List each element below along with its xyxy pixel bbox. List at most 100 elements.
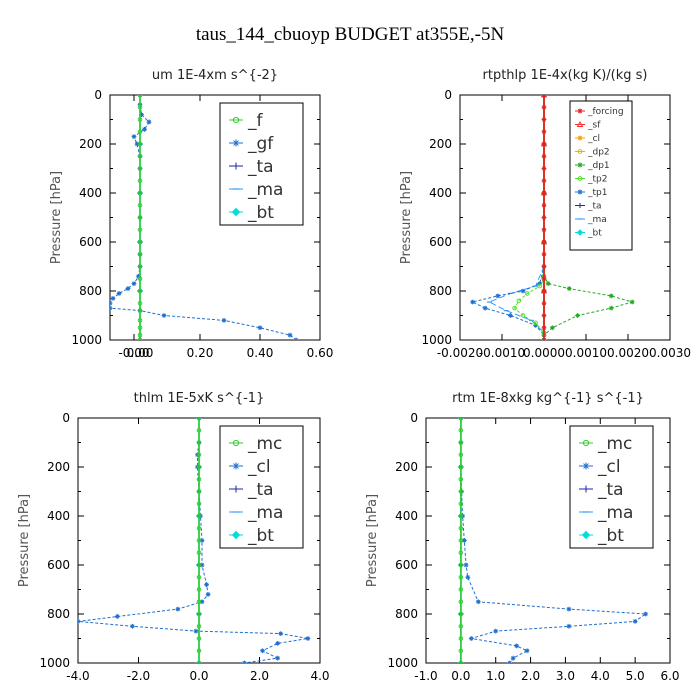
data-point bbox=[541, 227, 547, 233]
y-axis-label: Pressure [hPa] bbox=[365, 494, 380, 587]
legend-marker bbox=[576, 229, 584, 236]
data-point bbox=[196, 550, 202, 556]
data-point bbox=[458, 587, 464, 592]
x-tick-label: -2.0 bbox=[127, 669, 150, 683]
data-point bbox=[495, 293, 501, 299]
legend-label: _dp1 bbox=[587, 161, 610, 171]
data-point bbox=[196, 476, 202, 482]
x-tick-label: 4.0 bbox=[591, 669, 610, 683]
y-tick-label: 1000 bbox=[387, 656, 418, 670]
data-point bbox=[541, 202, 547, 208]
data-point bbox=[116, 291, 122, 296]
data-point bbox=[137, 153, 143, 159]
x-tick-label: 0.0 bbox=[451, 669, 470, 683]
legend-marker bbox=[231, 530, 241, 540]
data-point bbox=[458, 611, 464, 617]
legend-marker bbox=[576, 120, 584, 127]
legend-label: _cl bbox=[597, 457, 621, 477]
y-tick-label: 0 bbox=[94, 88, 102, 102]
legend-marker bbox=[577, 108, 583, 114]
legend-label: _bt bbox=[247, 526, 274, 546]
y-tick-label: 0 bbox=[62, 411, 70, 425]
legend-label: _forcing bbox=[587, 107, 624, 117]
data-point bbox=[458, 599, 464, 605]
data-point bbox=[470, 299, 475, 305]
panels: um 1E-4xm s^{-2} Pressure [hPa] 0 200 400 600… bbox=[17, 68, 691, 683]
legend-label: _tp1 bbox=[587, 188, 607, 198]
legend-marker bbox=[232, 162, 240, 170]
series-group bbox=[470, 95, 635, 340]
y-tick-label: 400 bbox=[79, 186, 102, 200]
data-point bbox=[137, 95, 143, 98]
y-tick-label: 1000 bbox=[71, 333, 102, 347]
data-point bbox=[137, 251, 143, 257]
series-group bbox=[78, 418, 311, 663]
x-tick-label: 2.0 bbox=[521, 669, 540, 683]
data-point bbox=[196, 623, 202, 629]
data-point bbox=[137, 202, 143, 208]
y-tick-label: 400 bbox=[47, 509, 70, 523]
data-point bbox=[137, 300, 143, 306]
data-point bbox=[136, 273, 141, 279]
legend-label: _gf bbox=[247, 134, 274, 154]
data-point bbox=[260, 648, 265, 654]
data-point bbox=[541, 325, 547, 331]
data-point bbox=[137, 178, 143, 184]
series-group bbox=[457, 418, 648, 663]
data-point bbox=[566, 623, 572, 629]
legend-label: _bt bbox=[597, 526, 624, 546]
legend-label: _sf bbox=[587, 121, 601, 131]
x-tick-label: 0.20 bbox=[187, 346, 214, 360]
data-point bbox=[541, 300, 547, 306]
legend-label: _dp2 bbox=[587, 148, 610, 158]
data-point bbox=[137, 318, 143, 323]
y-tick-label: 0 bbox=[444, 88, 452, 102]
data-point bbox=[196, 636, 202, 641]
data-point bbox=[514, 643, 520, 649]
data-point bbox=[524, 291, 530, 296]
y-tick-label: 600 bbox=[79, 235, 102, 249]
x-tick-label: 2.0 bbox=[250, 669, 269, 683]
data-point bbox=[204, 582, 209, 587]
x-tick-label: 0.0010 bbox=[565, 346, 607, 360]
legend-label: _ma bbox=[597, 503, 633, 523]
panel-title: thlm 1E-5xK s^{-1} bbox=[134, 391, 265, 406]
data-point bbox=[608, 293, 614, 299]
legend-label: _cl bbox=[587, 134, 600, 144]
data-point bbox=[221, 318, 227, 323]
y-tick-label: 200 bbox=[429, 137, 452, 151]
data-point bbox=[137, 215, 143, 220]
data-point bbox=[458, 660, 464, 663]
y-tick-label: 0 bbox=[410, 411, 418, 425]
legend-box bbox=[219, 102, 304, 226]
data-point bbox=[541, 117, 547, 122]
data-point bbox=[507, 660, 513, 663]
data-point bbox=[196, 574, 202, 580]
data-point bbox=[137, 276, 143, 282]
x-tick-label: 0.00 bbox=[127, 346, 154, 360]
legend-marker bbox=[577, 135, 583, 141]
data-point bbox=[196, 513, 202, 519]
data-point bbox=[463, 562, 469, 568]
legend-label: _ta bbox=[597, 480, 624, 500]
y-tick-label: 1000 bbox=[421, 333, 452, 347]
data-point bbox=[205, 592, 211, 597]
data-point bbox=[458, 489, 464, 494]
legend: _forcing _sf _cl _dp2 _dp1 _tp2 _tp1 _ta _ma _bt bbox=[569, 100, 633, 251]
x-tick-label: 0.60 bbox=[307, 346, 334, 360]
data-point bbox=[541, 104, 547, 110]
series-line-tp2 bbox=[513, 95, 545, 340]
legend-marker bbox=[232, 462, 240, 470]
data-point bbox=[458, 648, 464, 654]
legend-marker bbox=[232, 116, 240, 124]
x-tick-label: -0.0010 bbox=[479, 346, 525, 360]
series-line-tp1 bbox=[471, 95, 545, 340]
legend-marker bbox=[232, 439, 240, 447]
data-point bbox=[137, 129, 143, 135]
data-point bbox=[130, 623, 135, 629]
x-tick-label: 1.0 bbox=[486, 669, 505, 683]
data-point bbox=[199, 538, 205, 543]
y-tick-label: 800 bbox=[395, 607, 418, 621]
data-point bbox=[458, 525, 464, 531]
